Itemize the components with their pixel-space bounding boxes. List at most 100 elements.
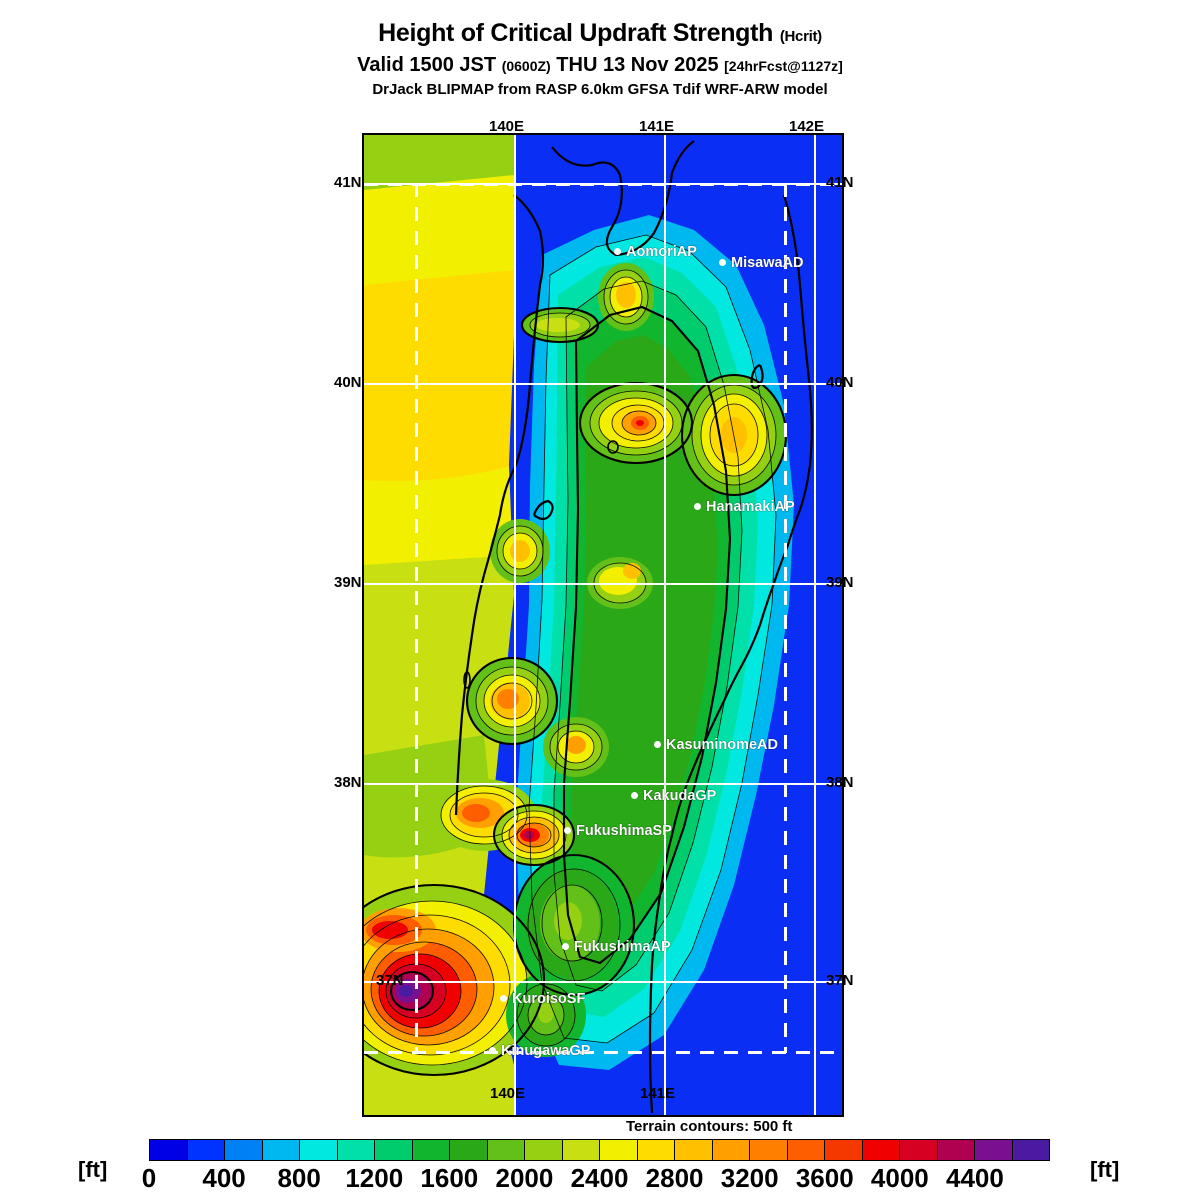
city-label: FukushimaSP [576,822,672,839]
gridline-lat-40n [364,383,842,385]
colorbar-segment-18 [825,1140,863,1160]
lat-label-right-38n: 38N [826,774,854,791]
valid-time-line: Valid 1500 JST (0600Z) THU 13 Nov 2025 [… [0,52,1200,79]
header-titles: Height of Critical Updraft Strength (Hcr… [0,0,1200,101]
colorbar-tick-4000: 4000 [870,1163,929,1193]
valid-utc-time: (0600Z) [501,58,551,74]
colorbar-segment-6 [375,1140,413,1160]
city-marker-kakudagp[interactable]: KakudaGP [631,787,716,805]
city-dot-icon [654,741,661,749]
colorbar-tick-1600: 1600 [420,1163,479,1193]
city-marker-hanamakiap[interactable]: HanamakiAP [694,498,795,516]
colorbar-segment-14 [675,1140,713,1160]
lat-label-left-39n: 39N [334,574,362,591]
colorbar-tick-2800: 2800 [645,1163,704,1193]
city-marker-kasuminomead[interactable]: KasuminomeAD [654,736,778,754]
colorbar-segment-22 [975,1140,1013,1160]
city-dot-icon [489,1047,496,1055]
valid-date: THU 13 Nov 2025 [556,54,719,76]
city-marker-kinugawagp[interactable]: KinugawaGP [489,1042,590,1060]
colorbar-segment-5 [337,1140,375,1160]
colorbar-segment-7 [412,1140,450,1160]
colorbar-segment-10 [525,1140,563,1160]
lat-label-left-37n: 37N [376,972,404,989]
colorbar-segment-20 [900,1140,938,1160]
colorbar-segment-17 [787,1140,825,1160]
colorbar-segment-4 [300,1140,338,1160]
colorbar-segment-0 [150,1140,188,1160]
gridline-lat-37n [364,981,842,983]
gridline-lon-141e [664,135,666,1115]
colorbar-units-right: [ft] [1090,1157,1120,1182]
lon-label-top-141e: 141E [639,118,675,135]
lat-label-right-40n: 40N [826,374,854,391]
contour-field [364,135,842,1115]
domain-box-bottom [364,1051,842,1054]
map-panel[interactable]: 140E 141E AomoriAP MisawaAD HanamakiAP K… [362,133,844,1117]
colorbar-tick-labels: 0 400 800 1200 1600 2000 2400 2800 3200 3600 4000 4… [0,1163,1200,1197]
lon-label-top-142e: 142E [789,118,825,135]
terrain-contour-note: Terrain contours: 500 ft [626,1118,793,1135]
model-line: DrJack BLIPMAP from RASP 6.0km GFSA Tdif… [372,81,828,98]
city-label: MisawaAD [731,254,804,271]
city-dot-icon [614,248,621,256]
colorbar-segment-3 [262,1140,300,1160]
colorbar-tick-2000: 2000 [495,1163,554,1193]
colorbar-tick-0: 0 [141,1163,157,1193]
colorbar-tick-400: 400 [202,1163,246,1193]
colorbar-segment-2 [225,1140,263,1160]
title-param-text: (Hcrit) [779,28,822,45]
domain-box-left [415,183,418,1053]
gridline-lon-142e [814,135,816,1115]
valid-local-time: Valid 1500 JST [357,54,497,76]
city-label: AomoriAP [626,243,697,260]
colorbar-segment-21 [937,1140,975,1160]
lon-label-bottom-140e: 140E [490,1085,526,1102]
city-label: FukushimaAP [574,938,671,955]
city-marker-fukushimasp[interactable]: FukushimaSP [564,822,672,840]
forecast-stamp: [24hrFcst@1127z] [724,58,843,74]
city-dot-icon [500,995,507,1003]
colorbar [149,1139,1050,1161]
city-label: KinugawaGP [501,1042,591,1059]
colorbar-tick-2400: 2400 [570,1163,629,1193]
colorbar-segment-9 [487,1140,525,1160]
city-marker-fukushimaap[interactable]: FukushimaAP [562,938,671,956]
page-title: Height of Critical Updraft Strength (Hcr… [0,0,1200,52]
colorbar-segment-11 [562,1140,600,1160]
city-marker-kuroisosf[interactable]: KuroisoSF [500,990,585,1008]
colorbar-tick-3200: 3200 [720,1163,779,1193]
lat-label-left-41n: 41N [334,174,362,191]
colorbar-segment-16 [750,1140,788,1160]
colorbar-segment-8 [450,1140,488,1160]
gridline-lat-38n [364,783,842,785]
city-label: KasuminomeAD [666,736,778,753]
lat-label-right-39n: 39N [826,574,854,591]
city-dot-icon [719,259,726,267]
city-label: KuroisoSF [512,990,586,1007]
colorbar-tick-1200: 1200 [345,1163,404,1193]
lon-label-bottom-141e: 141E [640,1085,676,1102]
city-marker-aomoriap[interactable]: AomoriAP [614,243,697,261]
map-canvas[interactable]: 140E 141E AomoriAP MisawaAD HanamakiAP K… [364,135,842,1115]
colorbar-segment-23 [1012,1140,1049,1160]
lat-label-right-41n: 41N [826,174,854,191]
city-dot-icon [562,943,569,951]
colorbar-segment-19 [862,1140,900,1160]
colorbar-segment-12 [600,1140,638,1160]
domain-box-right [784,183,787,1053]
colorbar-tick-4400: 4400 [945,1163,1004,1193]
city-label: HanamakiAP [706,498,795,515]
lon-label-top-140e: 140E [489,118,525,135]
lat-label-right-37n: 37N [826,972,854,989]
city-dot-icon [564,827,571,835]
city-dot-icon [631,792,638,800]
city-label: KakudaGP [643,787,717,804]
colorbar-units-left: [ft] [78,1157,108,1182]
title-main-text: Height of Critical Updraft Strength [378,19,774,47]
colorbar-segment-15 [712,1140,750,1160]
lat-label-left-40n: 40N [334,374,362,391]
colorbar-segment-1 [187,1140,225,1160]
city-marker-misawaad[interactable]: MisawaAD [719,254,804,272]
colorbar-segment-13 [637,1140,675,1160]
